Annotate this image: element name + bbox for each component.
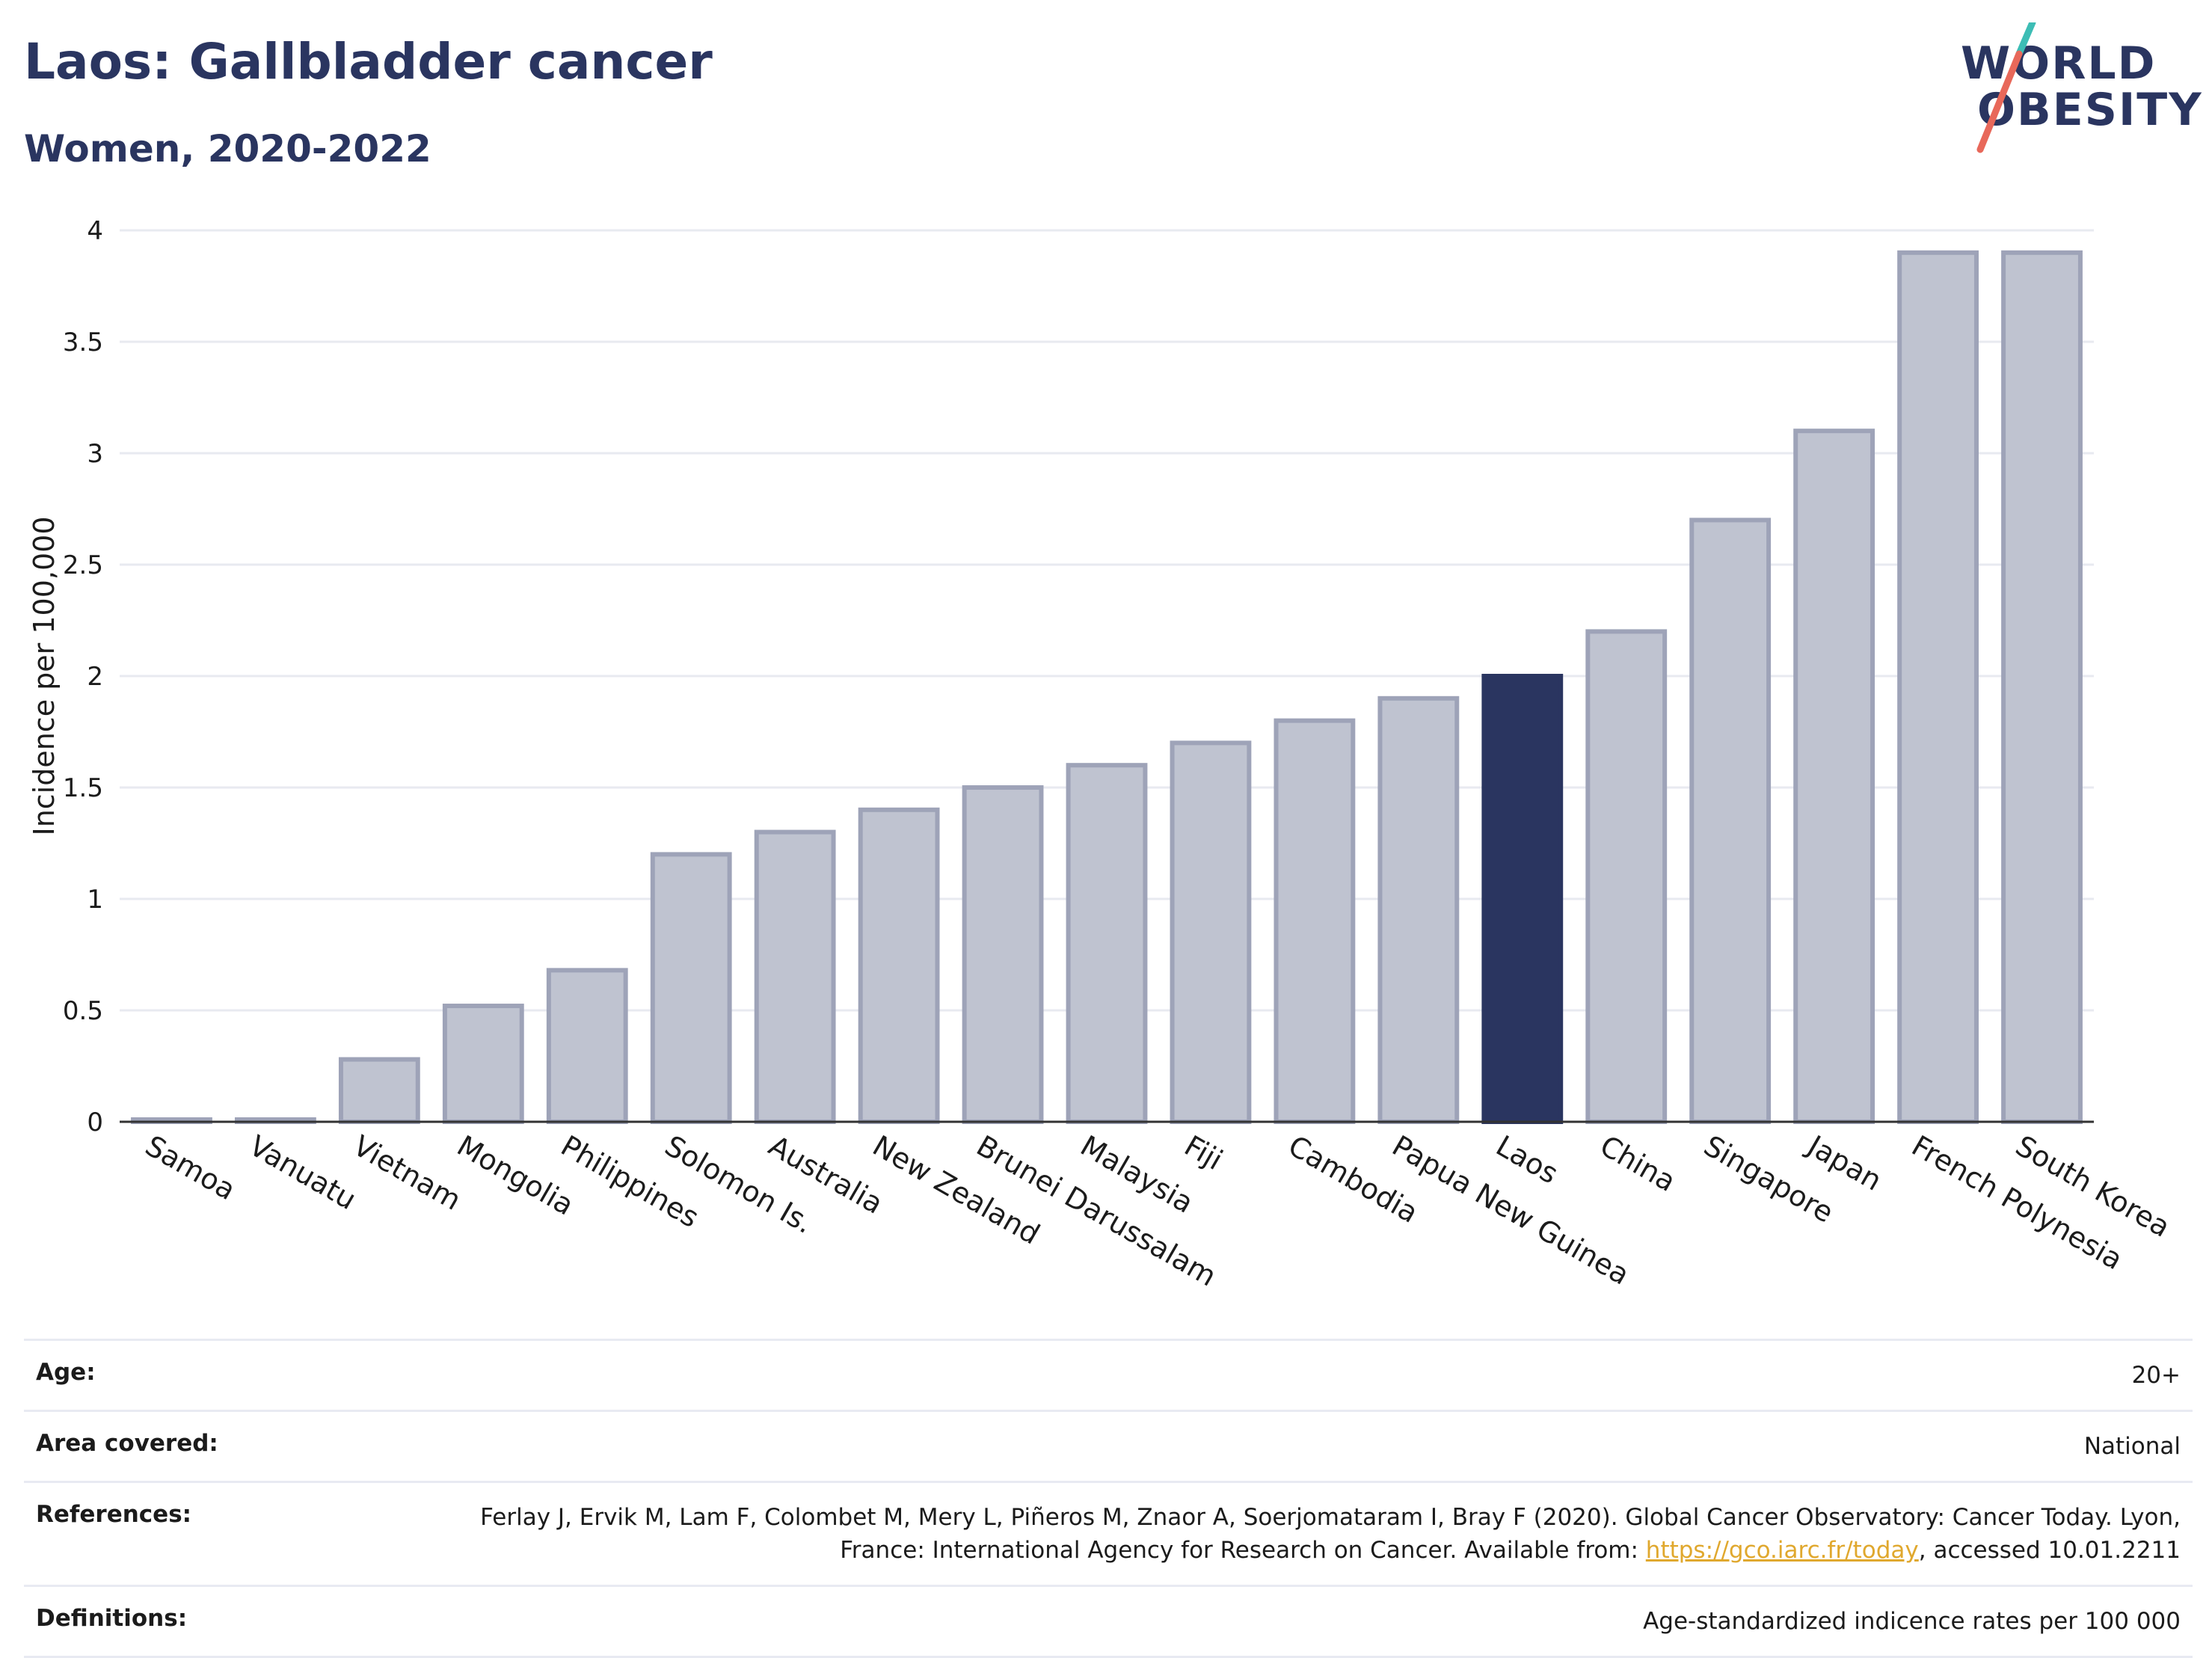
age-row: Age: 20+: [24, 1339, 2193, 1410]
bar-malaysia: [1066, 763, 1148, 1124]
bar-new-zealand: [858, 807, 940, 1124]
y-tick-label: 3: [87, 439, 103, 469]
x-tick-label: Laos: [1490, 1129, 1564, 1191]
bar-papua-new-guinea: [1377, 696, 1460, 1124]
bar-china: [1585, 629, 1668, 1124]
bar-chart: 0 0.5 1 1.5 2 2.5 3 3.5 4 Samoa VanuatuVietnamMon…: [28, 216, 2175, 1293]
bar-singapore: [1689, 518, 1772, 1124]
age-value: 20+: [2131, 1362, 2181, 1389]
bar-australia: [754, 829, 836, 1124]
logo-slash-icon: [1976, 22, 2036, 153]
area-label: Area covered:: [36, 1430, 218, 1457]
references-label: References:: [36, 1501, 192, 1528]
bar-fiji: [1170, 740, 1252, 1125]
bar-solomon-is: [650, 852, 732, 1125]
references-link[interactable]: https://gco.iarc.fr/today: [1645, 1537, 1919, 1564]
bar-french-polynesia: [1897, 250, 1979, 1124]
x-tick-label: China: [1594, 1129, 1681, 1198]
bar-vietnam: [338, 1057, 420, 1125]
x-tick-label: Fiji: [1179, 1129, 1228, 1176]
metadata-table: Age: 20+ Area covered: National Referenc…: [24, 1339, 2193, 1658]
bar-philippines: [546, 968, 628, 1124]
x-tick-label: Mongolia: [452, 1129, 580, 1222]
references-value: Ferlay J, Ervik M, Lam F, Colombet M, Me…: [461, 1501, 2181, 1567]
y-tick-label: 1: [87, 885, 103, 915]
bar-laos: [1481, 674, 1564, 1124]
logo-line2: OBESITY: [1977, 84, 2203, 136]
y-tick-label: 4: [87, 216, 103, 246]
world-obesity-logo: WORLD OBESITY: [1952, 22, 2202, 157]
bar-brunei-darussalam: [962, 785, 1044, 1124]
x-axis-ticks: Samoa VanuatuVietnamMongoliaPhilippinesSo…: [140, 1129, 2175, 1293]
y-tick-label: 1.5: [63, 773, 103, 803]
bar-japan: [1793, 429, 1875, 1124]
x-tick-label: Vietnam: [348, 1129, 467, 1217]
references-row: References: Ferlay J, Ervik M, Lam F, Co…: [24, 1481, 2193, 1585]
y-tick-label: 0.5: [63, 996, 103, 1026]
bar-south-korea: [2001, 250, 2083, 1124]
logo-line1: WORLD: [1961, 37, 2157, 90]
chart-title: Laos: Gallbladder cancer: [24, 33, 713, 90]
x-tick-label: Samoa: [140, 1129, 241, 1207]
bars: [131, 250, 2083, 1125]
bar-mongolia: [442, 1004, 524, 1125]
area-row: Area covered: National: [24, 1410, 2193, 1481]
references-accessed: , accessed 10.01.2211: [1918, 1537, 2181, 1564]
y-axis-label: Incidence per 100,000: [28, 516, 61, 835]
chart-subtitle: Women, 2020-2022: [24, 127, 431, 171]
definitions-row: Definitions: Age-standardized indicence …: [24, 1585, 2193, 1658]
definitions-value: Age-standardized indicence rates per 100…: [1643, 1608, 2181, 1635]
references-text: Ferlay J, Ervik M, Lam F, Colombet M, Me…: [480, 1504, 2181, 1564]
y-tick-label: 3.5: [63, 328, 103, 357]
y-tick-label: 2.5: [63, 550, 103, 580]
x-tick-label: Vanuatu: [244, 1129, 362, 1216]
bar-cambodia: [1274, 718, 1356, 1124]
definitions-label: Definitions:: [36, 1605, 188, 1632]
y-tick-label: 2: [87, 662, 103, 692]
age-label: Age:: [36, 1359, 96, 1386]
area-value: National: [2083, 1433, 2181, 1460]
y-tick-label: 0: [87, 1108, 103, 1137]
y-axis-ticks: 0 0.5 1 1.5 2 2.5 3 3.5 4: [63, 216, 103, 1137]
